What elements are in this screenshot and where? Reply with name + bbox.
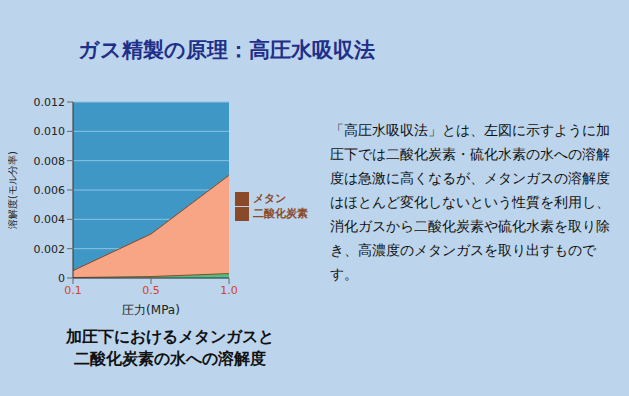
svg-text:0.5: 0.5	[142, 284, 160, 297]
svg-text:0.004: 0.004	[34, 213, 66, 226]
html-text:加圧下におけるメタンガスと: 加圧下におけるメタンガスと	[66, 327, 274, 346]
svg-text:0.1: 0.1	[64, 284, 82, 297]
svg-text:0.002: 0.002	[34, 243, 66, 256]
svg-text:0.008: 0.008	[34, 155, 66, 168]
html-text:二酸化炭素: 二酸化炭素	[253, 207, 308, 220]
svg-text:圧力(MPa): 圧力(MPa)	[122, 303, 180, 317]
svg-text:0: 0	[58, 272, 65, 285]
html-text:メタン: メタン	[253, 192, 286, 205]
svg-text:0.010: 0.010	[34, 125, 66, 138]
html-text:ガス精製の原理：高圧水吸収法: ガス精製の原理：高圧水吸収法	[78, 38, 375, 62]
svg-text:0.006: 0.006	[34, 184, 66, 197]
svg-text:1.0: 1.0	[220, 284, 238, 297]
html-text:二酸化炭素の水への溶解度: 二酸化炭素の水への溶解度	[74, 349, 266, 368]
svg-text:溶解度(モル分率): 溶解度(モル分率)	[8, 151, 18, 229]
html-text:「高圧水吸収法」とは、左図に示すように加圧下では二酸化炭素・: 「高圧水吸収法」とは、左図に示すように加圧下では二酸化炭素・硫化水素の水への溶解…	[330, 122, 610, 282]
svg-text:0.012: 0.012	[34, 96, 66, 109]
